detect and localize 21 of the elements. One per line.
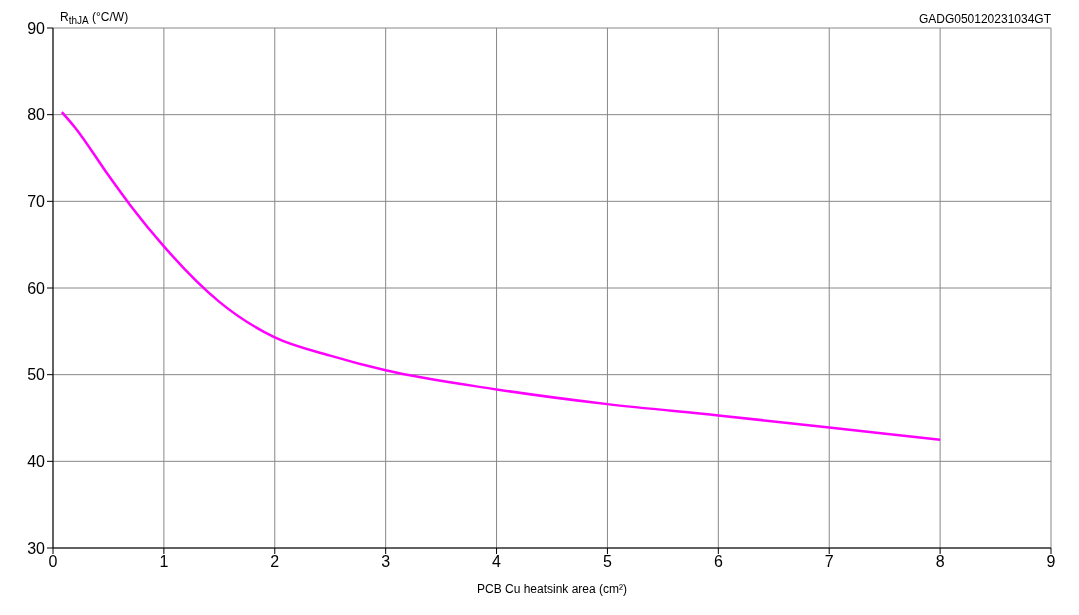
x-tick-label: 0: [48, 553, 58, 571]
x-axis-title: PCB Cu heatsink area (cm²): [476, 582, 628, 596]
y-tick-label: 60: [27, 279, 46, 297]
x-tick-label: 6: [713, 553, 723, 571]
text: GADG050120231034GT: [918, 12, 1051, 26]
x-tick-label: 5: [602, 553, 612, 571]
y-tick-label: 70: [27, 193, 46, 211]
x-tick-label: 4: [492, 553, 502, 571]
y-axis-title: R$_{thJA}$ (°C/W): [60, 10, 129, 27]
x-tick-label: 8: [935, 553, 945, 571]
x-tick-label: 7: [824, 553, 834, 571]
x-tick-label: 1: [159, 553, 169, 571]
y-tick-label: 90: [27, 19, 46, 37]
x-tick-label: 2: [270, 553, 280, 571]
x-tick-label: 3: [381, 553, 391, 571]
line-series: [60, 110, 942, 441]
y-tick-label: 30: [27, 539, 46, 557]
y-tick-label: 80: [27, 106, 46, 124]
y-tick-label: 50: [27, 366, 46, 384]
x-tick-label: 9: [1046, 553, 1056, 571]
y-tick-label: 40: [27, 453, 46, 471]
